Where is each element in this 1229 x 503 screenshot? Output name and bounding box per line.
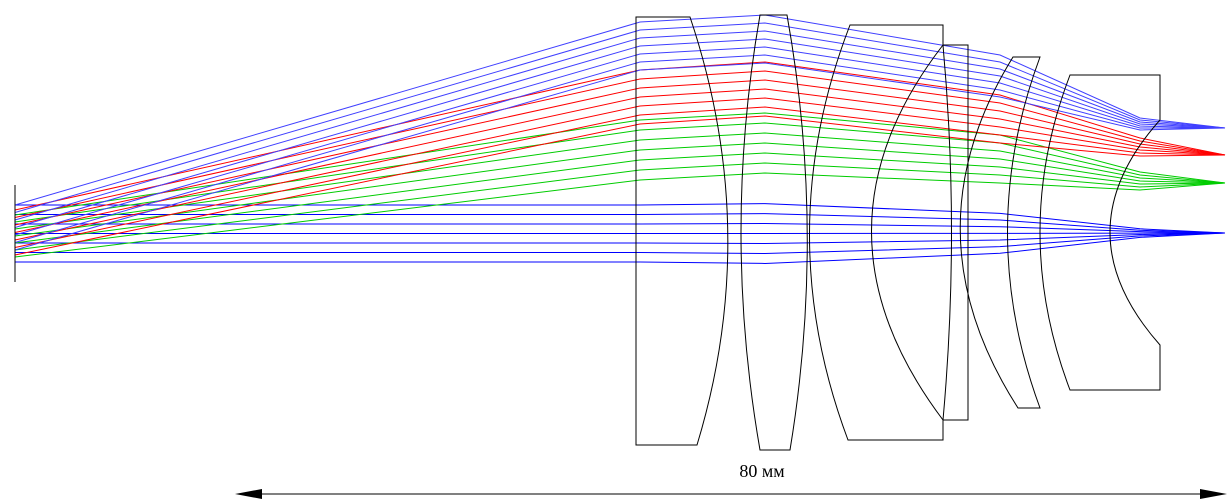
page: 80 мм (() => { const data = JSON.parse(d… [0, 0, 1229, 503]
ray [15, 224, 1225, 233]
ray [15, 233, 1225, 234]
scale-label: 80 мм [739, 461, 784, 481]
ray-bundles [15, 15, 1225, 263]
scale-arrow-left [235, 489, 262, 499]
ray [15, 233, 1225, 263]
lens-1 [636, 17, 728, 445]
lens-3 [809, 25, 943, 440]
lens-2 [741, 15, 807, 450]
ray [15, 143, 1225, 236]
lens-4 [943, 45, 968, 420]
scale-arrow-right [1200, 489, 1227, 499]
lens-5 [960, 57, 1040, 408]
optical-layout: 80 мм [0, 0, 1229, 503]
